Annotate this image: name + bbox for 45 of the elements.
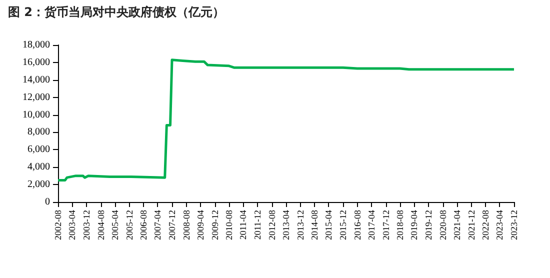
y-tick-label: 10,000 — [22, 109, 50, 120]
x-tick-label: 2012-08 — [266, 210, 277, 240]
x-tick-label: 2004-08 — [96, 210, 106, 240]
x-tick-label: 2015-12 — [338, 210, 348, 240]
x-tick-label: 2020-08 — [438, 210, 448, 240]
x-tick-label: 2003-12 — [82, 210, 92, 240]
x-tick-label: 2013-04 — [281, 210, 291, 240]
y-tick-label: 18,000 — [22, 40, 50, 50]
x-tick-label: 2011-12 — [252, 210, 262, 240]
x-tick-label: 2021-04 — [452, 210, 462, 240]
x-tick-label: 2018-08 — [395, 210, 405, 240]
y-tick-label: 8,000 — [28, 126, 50, 138]
chart-title: 图 2：货币当局对中央政府债权（亿元） — [8, 4, 225, 21]
x-tick-label: 2005-12 — [124, 210, 134, 240]
x-tick-label: 2007-04 — [152, 210, 163, 240]
y-tick-label: 4,000 — [28, 162, 50, 173]
x-tick-label: 2005-04 — [110, 210, 120, 240]
y-tick-label: 6,000 — [28, 144, 50, 156]
x-tick-label: 2017-12 — [380, 210, 391, 240]
x-tick-label: 2011-04 — [238, 210, 248, 240]
x-tick-label: 2019-04 — [409, 210, 420, 240]
x-tick-label: 2008-08 — [181, 210, 192, 240]
x-tick-label: 2009-04 — [196, 210, 206, 240]
x-tick-label: 2019-12 — [424, 210, 434, 240]
x-tick-label: 2014-08 — [310, 210, 320, 240]
x-tick-label: 2015-04 — [324, 210, 334, 240]
x-tick-label: 2013-12 — [295, 210, 306, 240]
y-tick-label: 2,000 — [28, 179, 50, 190]
y-tick-label: 0 — [45, 196, 50, 208]
x-tick-label: 2009-12 — [210, 210, 220, 240]
x-tick-label: 2006-08 — [138, 210, 148, 240]
x-tick-label: 2016-08 — [352, 210, 362, 240]
x-tick-label: 2023-12 — [509, 210, 519, 240]
x-tick-label: 2023-04 — [494, 210, 505, 240]
y-tick-label: 16,000 — [22, 56, 50, 68]
x-tick-label: 2010-08 — [224, 210, 234, 240]
y-tick-label: 14,000 — [22, 74, 50, 86]
x-tick-label: 2002-08 — [53, 210, 63, 240]
x-tick-label: 2007-12 — [167, 210, 177, 240]
y-tick-label: 12,000 — [22, 92, 50, 103]
x-tick-label: 2022-08 — [480, 210, 490, 240]
line-series — [56, 58, 516, 182]
x-tick-label: 2017-04 — [366, 210, 376, 240]
x-tick-label: 2003-04 — [67, 210, 78, 240]
x-tick-label: 2021-12 — [466, 210, 476, 240]
